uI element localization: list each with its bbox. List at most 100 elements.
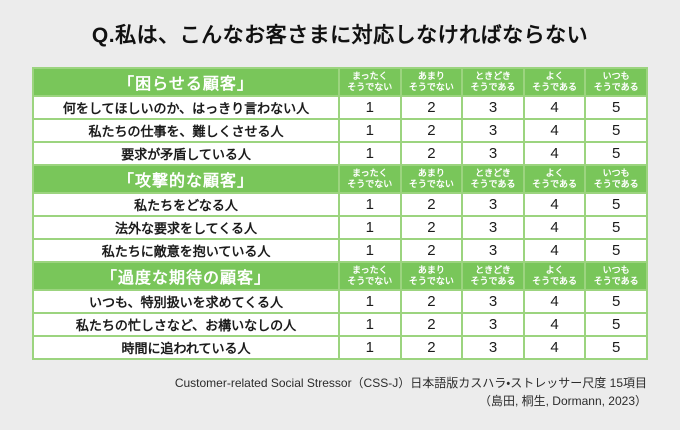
scale-value-cell: 5	[584, 312, 648, 337]
scale-header-cell: よく そうである	[522, 261, 587, 291]
scale-value-cell: 4	[522, 118, 587, 143]
scale-value-cell: 1	[338, 312, 402, 337]
scale-header-line: まったく	[351, 167, 388, 178]
table-row: 時間に追われている人 1 2 3 4 5	[32, 335, 648, 360]
scale-header-line: そうでない	[347, 276, 393, 286]
scale-value-cell: 4	[522, 141, 587, 166]
scale-header-line: そうである	[532, 179, 578, 189]
scale-header-cell: あまり そうでない	[399, 164, 464, 194]
survey-table: 「困らせる顧客」 まったく そうでない あまり そうでない ときどき そうである よく…	[32, 67, 648, 360]
citation-line-2: （島田, 桐生, Dormann, 2023）	[478, 394, 647, 408]
section-title: 「困らせる顧客」	[32, 67, 341, 97]
row-label: 私たちをどなる人	[32, 192, 341, 217]
scale-value-cell: 2	[399, 238, 464, 263]
scale-header-line: よく	[545, 264, 564, 275]
table-row: 私たちに敵意を抱いている人 1 2 3 4 5	[32, 238, 648, 263]
scale-value-cell: 1	[338, 118, 402, 143]
scale-header-line: まったく	[351, 70, 388, 81]
scale-value-cell: 3	[461, 312, 525, 337]
scale-value-cell: 5	[584, 238, 648, 263]
scale-header-cell: いつも そうである	[584, 164, 648, 194]
scale-header-line: そうである	[532, 276, 578, 286]
scale-value-cell: 4	[522, 312, 587, 337]
scale-header-cell: いつも そうである	[584, 67, 648, 97]
page-title: Q.私は、こんなお客さまに対応しなければならない	[91, 24, 589, 47]
scale-value-cell: 4	[522, 95, 587, 120]
scale-value-cell: 1	[338, 192, 402, 217]
section-title: 「攻撃的な顧客」	[32, 164, 341, 194]
scale-header-cell: ときどき そうである	[461, 164, 525, 194]
table-row: 私たちの忙しさなど、お構いなしの人 1 2 3 4 5	[32, 312, 648, 337]
table-row: 私たちの仕事を、難しくさせる人 1 2 3 4 5	[32, 118, 648, 143]
table-row: 何をしてほしいのか、はっきり言わない人 1 2 3 4 5	[32, 95, 648, 120]
scale-value-cell: 2	[399, 192, 464, 217]
scale-header-line: ときどき	[475, 70, 511, 81]
scale-value-cell: 1	[338, 289, 402, 314]
scale-header-line: そうである	[593, 276, 639, 286]
table-row: いつも、特別扱いを求めてくる人 1 2 3 4 5	[32, 289, 648, 314]
scale-header-line: いつも	[602, 264, 630, 275]
section-header-row: 「攻撃的な顧客」 まったく そうでない あまり そうでない ときどき そうである よく…	[32, 164, 648, 194]
scale-value-cell: 2	[399, 215, 464, 240]
scale-header-line: そうである	[470, 82, 516, 92]
scale-value-cell: 2	[399, 289, 464, 314]
scale-header-line: よく	[545, 167, 564, 178]
section-header-row: 「過度な期待の顧客」 まったく そうでない あまり そうでない ときどき そうである …	[32, 261, 648, 291]
scale-header-cell: あまり そうでない	[399, 67, 464, 97]
row-label: 時間に追われている人	[32, 335, 341, 360]
scale-header-line: あまり	[417, 264, 445, 275]
row-label: 私たちの忙しさなど、お構いなしの人	[32, 312, 341, 337]
scale-value-cell: 5	[584, 215, 648, 240]
scale-header-cell: いつも そうである	[584, 261, 648, 291]
table-row: 私たちをどなる人 1 2 3 4 5	[32, 192, 648, 217]
scale-value-cell: 2	[399, 312, 464, 337]
row-label: 法外な要求をしてくる人	[32, 215, 341, 240]
scale-value-cell: 1	[338, 95, 402, 120]
scale-header-line: まったく	[351, 264, 388, 275]
scale-value-cell: 5	[584, 95, 648, 120]
scale-value-cell: 1	[338, 215, 402, 240]
scale-value-cell: 2	[399, 141, 464, 166]
scale-value-cell: 3	[461, 289, 525, 314]
scale-header-line: そうでない	[408, 276, 454, 286]
scale-header-cell: まったく そうでない	[338, 164, 402, 194]
scale-header-line: そうである	[593, 82, 639, 92]
row-label: いつも、特別扱いを求めてくる人	[32, 289, 341, 314]
scale-header-line: そうである	[593, 179, 639, 189]
scale-header-cell: ときどき そうである	[461, 261, 525, 291]
scale-header-cell: まったく そうでない	[338, 67, 402, 97]
scale-header-cell: よく そうである	[522, 67, 587, 97]
scale-value-cell: 4	[522, 238, 587, 263]
scale-value-cell: 1	[338, 335, 402, 360]
scale-value-cell: 3	[461, 95, 525, 120]
scale-value-cell: 5	[584, 289, 648, 314]
scale-header-line: そうである	[470, 276, 516, 286]
scale-value-cell: 3	[461, 141, 525, 166]
scale-value-cell: 3	[461, 118, 525, 143]
scale-value-cell: 5	[584, 192, 648, 217]
section-title: 「過度な期待の顧客」	[32, 261, 341, 291]
scale-header-line: あまり	[417, 70, 445, 81]
scale-value-cell: 3	[461, 215, 525, 240]
row-label: 何をしてほしいのか、はっきり言わない人	[32, 95, 341, 120]
scale-header-line: あまり	[417, 167, 445, 178]
scale-header-line: いつも	[602, 70, 630, 81]
scale-header-line: よく	[545, 70, 564, 81]
table-row: 法外な要求をしてくる人 1 2 3 4 5	[32, 215, 648, 240]
scale-header-line: ときどき	[475, 167, 511, 178]
scale-header-cell: あまり そうでない	[399, 261, 464, 291]
row-label: 要求が矛盾している人	[32, 141, 341, 166]
table-row: 要求が矛盾している人 1 2 3 4 5	[32, 141, 648, 166]
section-header-row: 「困らせる顧客」 まったく そうでない あまり そうでない ときどき そうである よく…	[32, 67, 648, 97]
scale-value-cell: 2	[399, 335, 464, 360]
source-citation: Customer-related Social Stressor（CSS-J）日…	[33, 374, 647, 410]
scale-value-cell: 5	[584, 141, 648, 166]
scale-header-cell: よく そうである	[522, 164, 587, 194]
scale-header-line: ときどき	[475, 264, 511, 275]
scale-value-cell: 1	[338, 238, 402, 263]
scale-value-cell: 5	[584, 118, 648, 143]
scale-value-cell: 4	[522, 335, 587, 360]
scale-header-cell: まったく そうでない	[338, 261, 402, 291]
scale-value-cell: 1	[338, 141, 402, 166]
